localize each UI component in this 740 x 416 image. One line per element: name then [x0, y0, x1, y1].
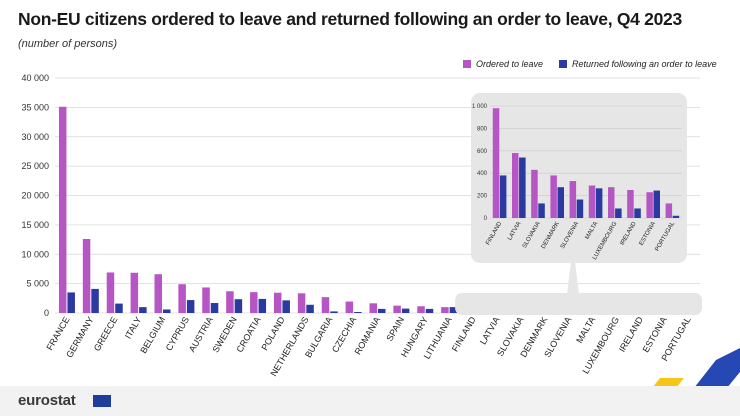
zoom-stem	[567, 262, 579, 294]
y-tick-label: 30 000	[21, 132, 49, 142]
eu-flag-icon	[93, 395, 111, 407]
main-y-axis-ticks: 0 5 000 10 000 15 000 20 000 25 000 30 000 35 0…	[21, 73, 49, 318]
bar-returned	[425, 308, 434, 313]
x-category-label: GREECE	[92, 315, 120, 353]
inset-bar-returned	[519, 157, 526, 218]
y-tick-label: 15 000	[21, 220, 49, 230]
inset-connector	[455, 262, 702, 315]
bar-returned	[67, 292, 75, 313]
bar-ordered	[106, 272, 115, 313]
bar-returned	[210, 303, 219, 313]
bar-returned	[115, 303, 123, 313]
inset-bar-returned	[672, 215, 680, 218]
inset-y-axis-ticks: 0 200 400 600 800 1 000	[472, 104, 488, 222]
x-category-label: SPAIN	[384, 315, 406, 343]
inset-bar-returned	[615, 208, 622, 218]
chart-subtitle: (number of persons)	[18, 38, 118, 50]
legend-label-ordered: Ordered to leave	[476, 59, 543, 69]
y-tick-label: 35 000	[21, 102, 49, 112]
legend-swatch-ordered	[463, 60, 471, 68]
bar-ordered	[441, 307, 449, 313]
bar-returned	[449, 307, 458, 313]
bar-ordered	[226, 291, 234, 313]
eurostat-logo: eurostat	[18, 392, 76, 409]
y-tick-label: 0	[44, 308, 49, 318]
bar-returned	[91, 288, 99, 313]
bar-ordered	[321, 297, 330, 313]
bar-returned	[378, 308, 386, 313]
inset-bar-ordered	[646, 192, 653, 218]
x-category-label: CROATIA	[234, 315, 262, 354]
y-tick-label: 5 000	[26, 279, 49, 289]
inset-bar-returned	[653, 190, 660, 218]
y-tick-label: 20 000	[21, 191, 49, 201]
bar-ordered	[369, 303, 377, 313]
x-category-label: MALTA	[574, 315, 597, 345]
inset-bars	[492, 108, 680, 218]
bar-ordered	[297, 293, 306, 313]
inset-bar-ordered	[550, 175, 557, 218]
bar-returned	[139, 307, 147, 313]
bar-ordered	[178, 284, 186, 313]
inset-y-tick-label: 200	[477, 194, 488, 200]
y-tick-label: 40 000	[21, 73, 49, 83]
zoom-highlight	[455, 293, 702, 315]
bar-returned	[354, 312, 362, 313]
x-category-label: LATVIA	[478, 315, 502, 346]
inset-bar-ordered	[569, 181, 577, 218]
legend: Ordered to leave Returned following an o…	[463, 59, 717, 69]
bar-ordered	[58, 106, 67, 313]
inset-y-tick-label: 600	[477, 149, 488, 155]
bar-ordered	[250, 292, 258, 313]
bar-returned	[401, 308, 410, 313]
inset-bar-ordered	[492, 108, 500, 218]
bar-returned	[234, 299, 243, 313]
bar-ordered	[417, 306, 425, 313]
inset-bar-returned	[499, 175, 507, 218]
main-bars	[58, 106, 697, 313]
inset-bar-returned	[538, 203, 545, 218]
bar-returned	[163, 309, 171, 313]
y-tick-label: 25 000	[21, 161, 49, 171]
bar-ordered	[393, 305, 401, 313]
inset-y-tick-label: 1 000	[472, 104, 488, 110]
bar-returned	[186, 300, 195, 313]
bar-ordered	[202, 287, 210, 313]
inset-bar-ordered	[627, 190, 634, 218]
inset-bar-ordered	[588, 185, 596, 218]
x-category-label: ITALY	[123, 315, 144, 341]
bar-ordered	[345, 301, 354, 313]
footer: eurostat	[0, 386, 740, 416]
legend-swatch-returned	[559, 60, 567, 68]
y-tick-label: 10 000	[21, 249, 49, 259]
inset-bar-ordered	[608, 187, 615, 218]
bar-ordered	[154, 274, 162, 313]
bar-returned	[282, 300, 290, 313]
bar-ordered	[273, 292, 282, 313]
inset-y-tick-label: 400	[477, 171, 488, 177]
inset-bar-ordered	[665, 203, 673, 218]
bar-ordered	[130, 272, 139, 313]
inset-bar-returned	[595, 188, 603, 218]
chart-title: Non-EU citizens ordered to leave and ret…	[18, 9, 682, 29]
bar-returned	[306, 304, 314, 313]
inset-bar-ordered	[531, 169, 538, 218]
inset-bar-returned	[576, 199, 584, 218]
bar-ordered	[82, 238, 91, 313]
inset-bar-returned	[557, 187, 564, 218]
legend-label-returned: Returned following an order to leave	[572, 59, 717, 69]
inset-background	[471, 93, 687, 263]
bar-returned	[258, 298, 267, 313]
x-category-label: FINLAND	[450, 315, 478, 354]
inset-bar-returned	[634, 208, 641, 218]
inset-y-tick-label: 800	[477, 126, 488, 132]
inset-y-tick-label: 0	[484, 216, 488, 222]
inset-bar-ordered	[512, 153, 519, 218]
bar-returned	[330, 311, 338, 313]
